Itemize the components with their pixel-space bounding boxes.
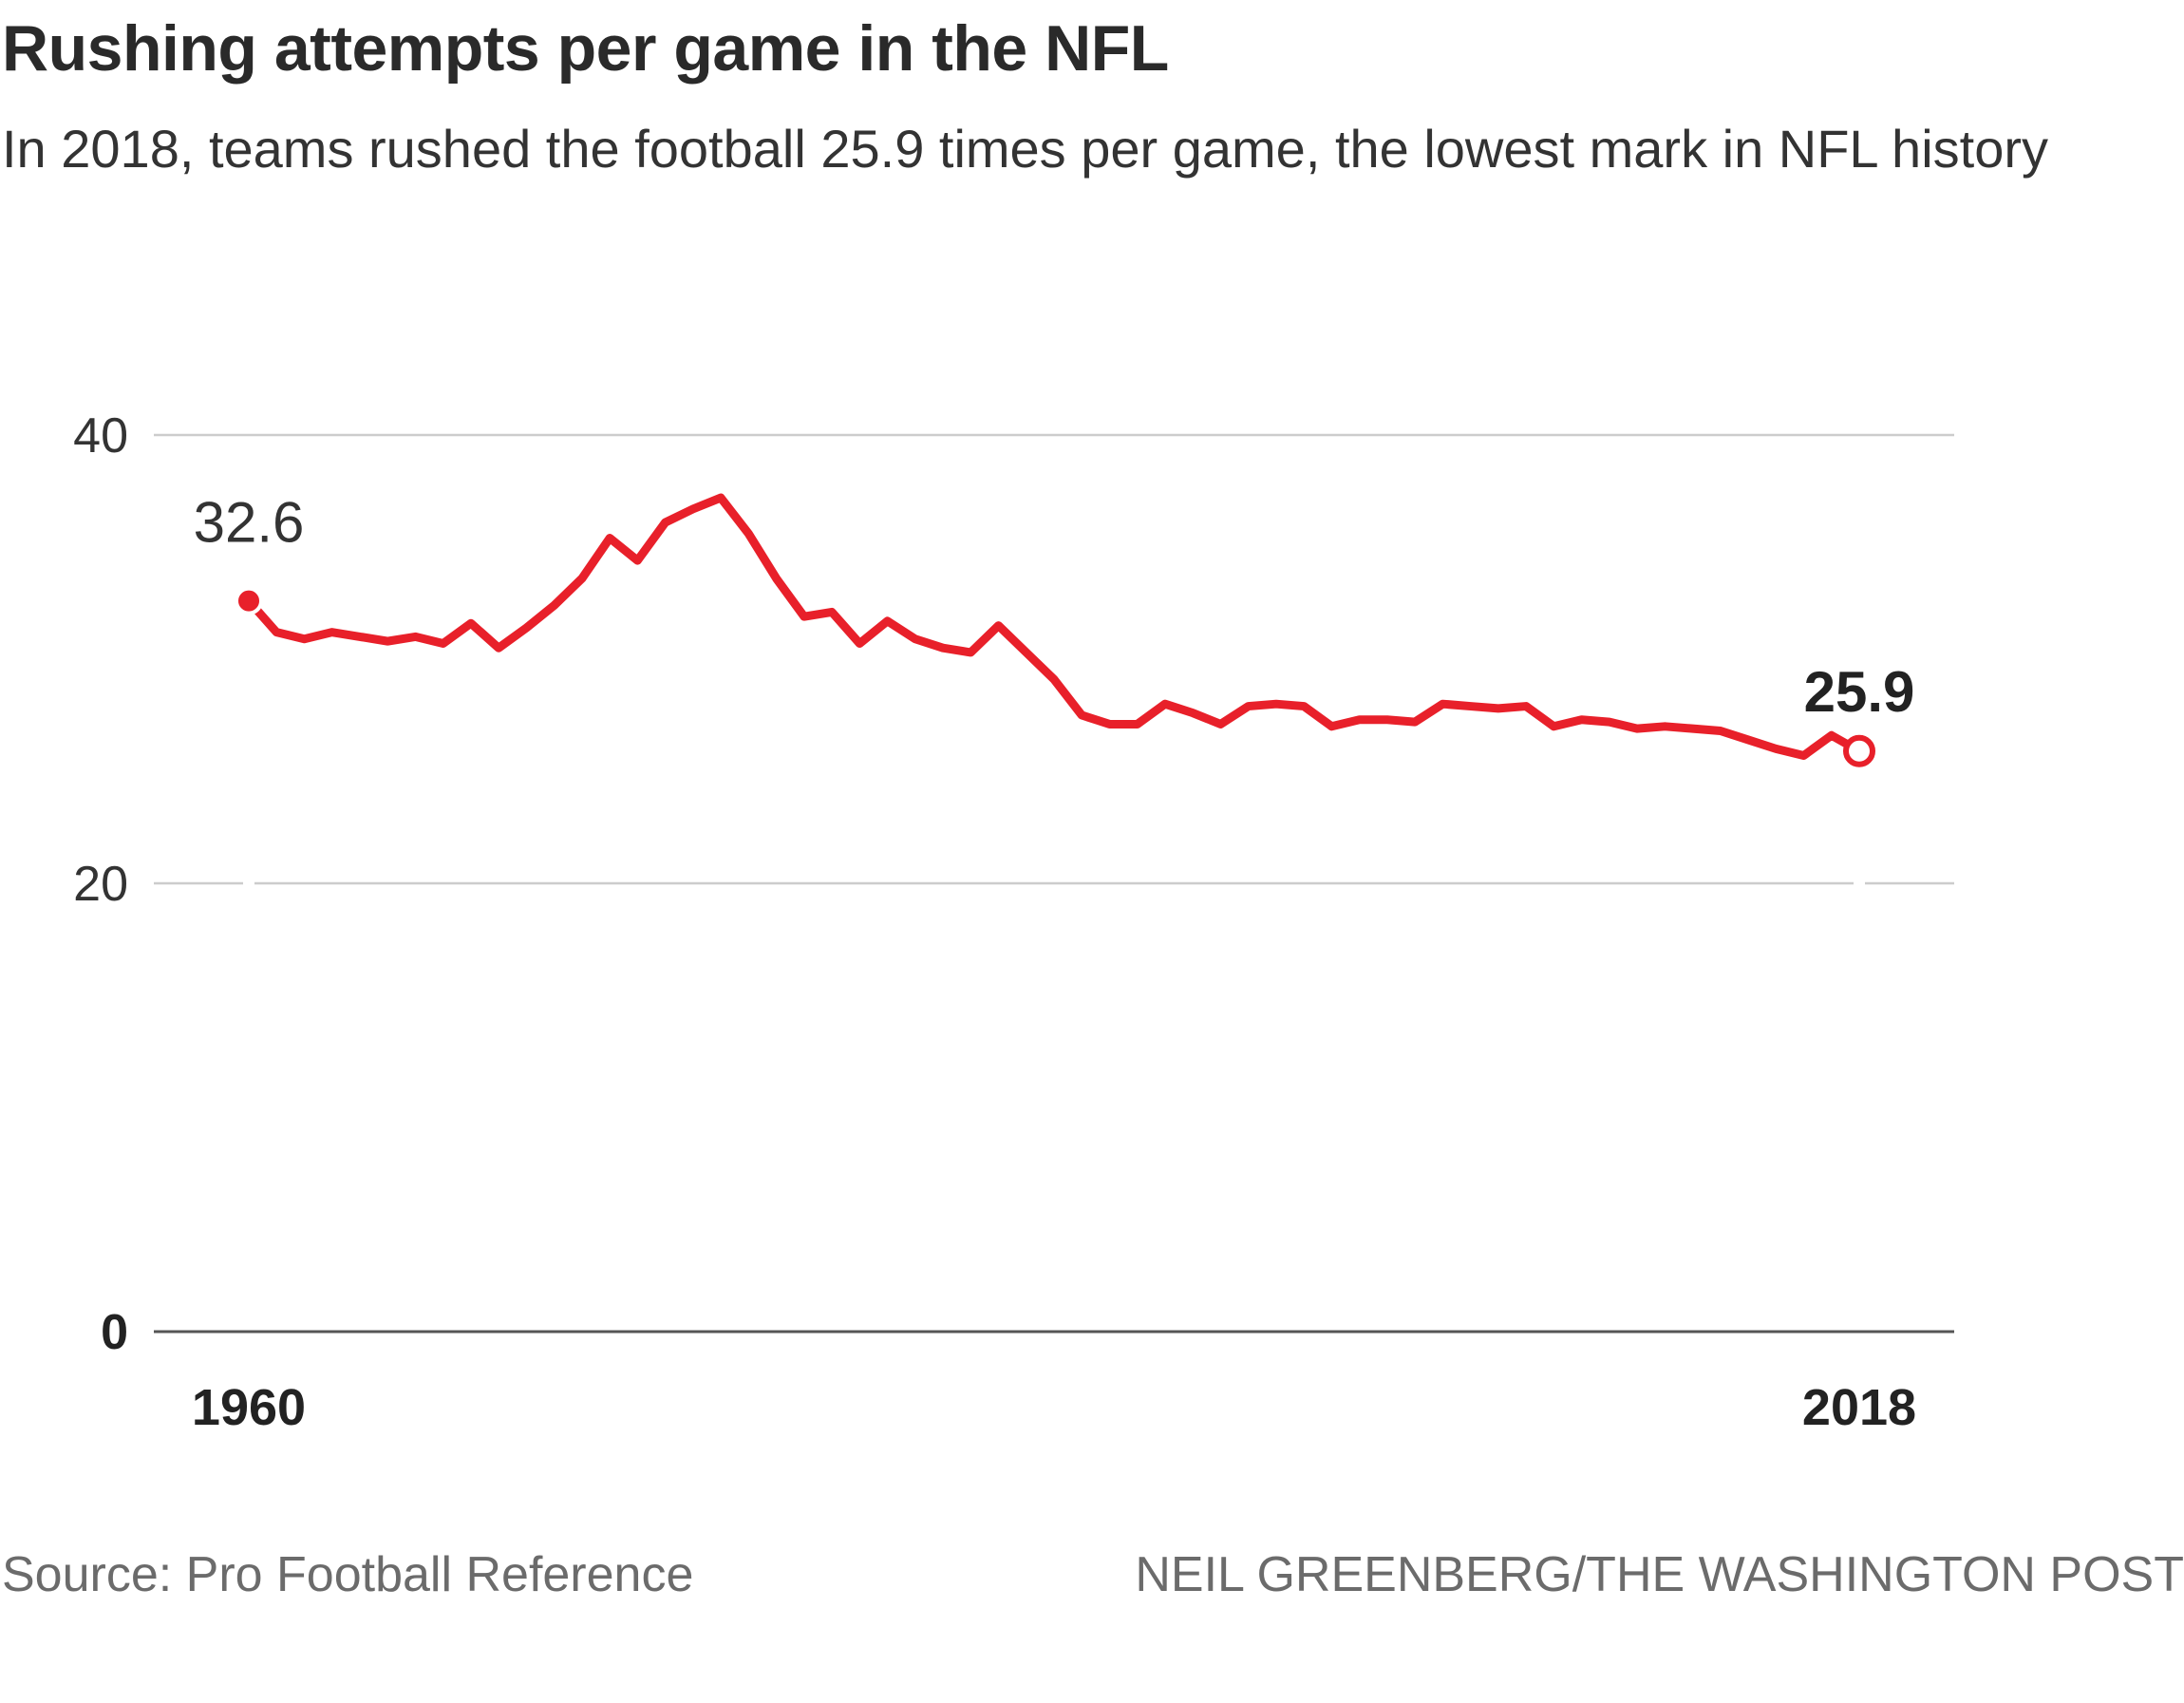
start-value-label: 32.6 (194, 491, 305, 555)
y-tick-label: 40 (73, 408, 128, 464)
end-point (1843, 734, 1875, 767)
grid-layer (154, 433, 1954, 1334)
series-line (244, 493, 1864, 760)
gridline-gap (1854, 880, 1865, 886)
end-value-label: 25.9 (1804, 660, 1915, 724)
y-tick-label: 20 (73, 857, 128, 912)
source-note: Source: Pro Football Reference (2, 1547, 694, 1602)
y-tick-label: 0 (101, 1305, 128, 1360)
chart-title: Rushing attempts per game in the NFL (2, 12, 1169, 85)
gridline-gap (243, 880, 254, 886)
chart-subtitle: In 2018, teams rushed the football 25.9 … (2, 119, 2048, 179)
label-layer: 40 20 0 1960 2018 32.6 25.9 (73, 408, 1916, 1436)
credit-line: NEIL GREENBERG/THE WASHINGTON POST (1135, 1547, 2184, 1602)
x-tick-label: 2018 (1802, 1379, 1916, 1436)
x-tick-label: 1960 (192, 1379, 306, 1436)
series-layer (235, 493, 1875, 767)
start-point (235, 586, 263, 615)
